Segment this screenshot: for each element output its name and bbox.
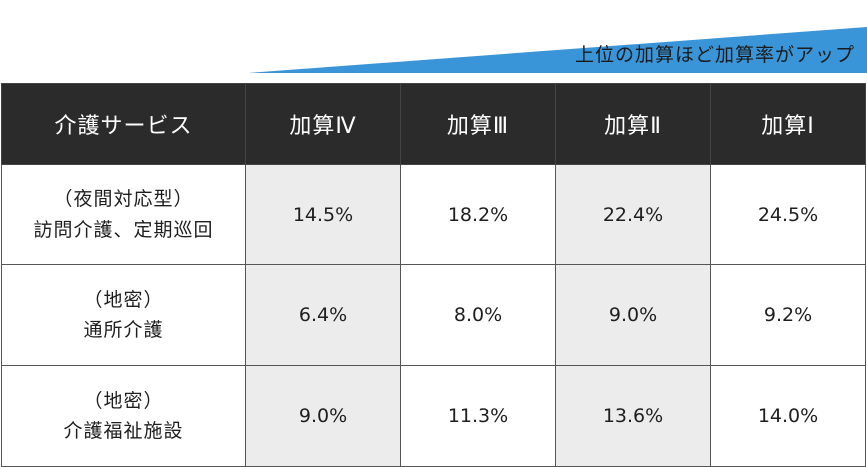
table-header-row: 介護サービス 加算Ⅳ 加算Ⅲ 加算Ⅱ 加算Ⅰ <box>1 83 866 165</box>
header-kasan-4: 加算Ⅳ <box>245 83 401 165</box>
service-label: （地密） 通所介護 <box>1 264 246 366</box>
service-label-line1: （夜間対応型） <box>53 188 194 211</box>
header-service: 介護サービス <box>1 83 246 165</box>
table-row: （地密） 介護福祉施設 9.0% 11.3% 13.6% 14.0% <box>1 365 866 467</box>
rate-cell: 18.2% <box>400 164 556 265</box>
service-label-line2: 訪問介護、定期巡回 <box>33 218 214 241</box>
rate-cell: 14.5% <box>245 164 401 265</box>
service-label-line1: （地密） <box>83 288 164 311</box>
rate-cell: 9.0% <box>245 365 401 467</box>
rate-cell: 14.0% <box>710 365 866 467</box>
rate-cell: 8.0% <box>400 264 556 366</box>
rate-increase-banner: 上位の加算ほど加算率がアップ <box>0 0 867 78</box>
banner-caption: 上位の加算ほど加算率がアップ <box>574 44 855 66</box>
header-kasan-2: 加算Ⅱ <box>555 83 711 165</box>
table-row: （地密） 通所介護 6.4% 8.0% 9.0% 9.2% <box>1 264 866 366</box>
rate-cell: 13.6% <box>555 365 711 467</box>
rate-cell: 24.5% <box>710 164 866 265</box>
increase-wedge-icon <box>248 27 867 73</box>
service-label: （夜間対応型） 訪問介護、定期巡回 <box>1 164 246 265</box>
rate-cell: 9.2% <box>710 264 866 366</box>
rate-table: 介護サービス 加算Ⅳ 加算Ⅲ 加算Ⅱ 加算Ⅰ （夜間対応型） 訪問介護、定期巡回… <box>1 83 866 467</box>
rate-cell: 11.3% <box>400 365 556 467</box>
rate-cell: 22.4% <box>555 164 711 265</box>
rate-cell: 9.0% <box>555 264 711 366</box>
service-label: （地密） 介護福祉施設 <box>1 365 246 467</box>
service-label-line2: 介護福祉施設 <box>63 420 184 442</box>
service-label-line2: 通所介護 <box>83 319 164 341</box>
rate-cell: 6.4% <box>245 264 401 366</box>
service-label-line1: （地密） <box>83 389 164 412</box>
header-kasan-3: 加算Ⅲ <box>400 83 556 165</box>
table-row: （夜間対応型） 訪問介護、定期巡回 14.5% 18.2% 22.4% 24.5… <box>1 164 866 265</box>
header-kasan-1: 加算Ⅰ <box>710 83 866 165</box>
